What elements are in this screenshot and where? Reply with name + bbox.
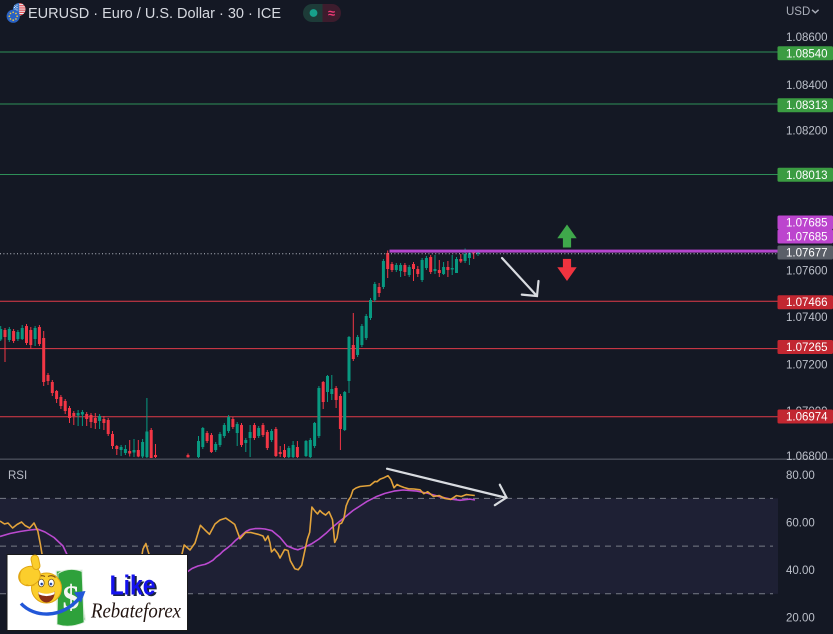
- svg-text:1.08313: 1.08313: [786, 100, 828, 112]
- svg-text:1.08540: 1.08540: [786, 48, 828, 60]
- svg-text:40.00: 40.00: [786, 565, 815, 577]
- svg-text:1.06800: 1.06800: [786, 451, 828, 463]
- svg-text:USD: USD: [786, 6, 810, 18]
- svg-text:1.07685: 1.07685: [786, 232, 828, 244]
- svg-text:60.00: 60.00: [786, 517, 815, 529]
- svg-text:1.08013: 1.08013: [786, 170, 828, 182]
- svg-text:20.00: 20.00: [786, 612, 815, 624]
- svg-text:1.07265: 1.07265: [786, 342, 828, 354]
- svg-text:1.07677: 1.07677: [786, 248, 828, 260]
- svg-text:1.07685: 1.07685: [786, 218, 828, 230]
- svg-text:1.07400: 1.07400: [786, 312, 828, 324]
- svg-text:Rebateforex: Rebateforex: [90, 599, 181, 623]
- svg-text:1.08400: 1.08400: [786, 80, 828, 92]
- svg-text:80.00: 80.00: [786, 470, 815, 482]
- svg-text:Like: Like: [110, 569, 156, 600]
- svg-text:1.06974: 1.06974: [786, 412, 828, 424]
- svg-text:1.08200: 1.08200: [786, 126, 828, 138]
- svg-text:≈: ≈: [328, 6, 335, 21]
- svg-text:1.07600: 1.07600: [786, 266, 828, 278]
- svg-text:1.07466: 1.07466: [786, 297, 828, 309]
- svg-text:EURUSD · Euro / U.S. Dollar ·: EURUSD · Euro / U.S. Dollar · 30 · ICE: [28, 6, 281, 22]
- svg-text:1.07200: 1.07200: [786, 360, 828, 372]
- svg-text:1.08600: 1.08600: [786, 32, 828, 44]
- svg-text:RSI: RSI: [8, 470, 27, 482]
- svg-text:Like: Like: [112, 571, 158, 602]
